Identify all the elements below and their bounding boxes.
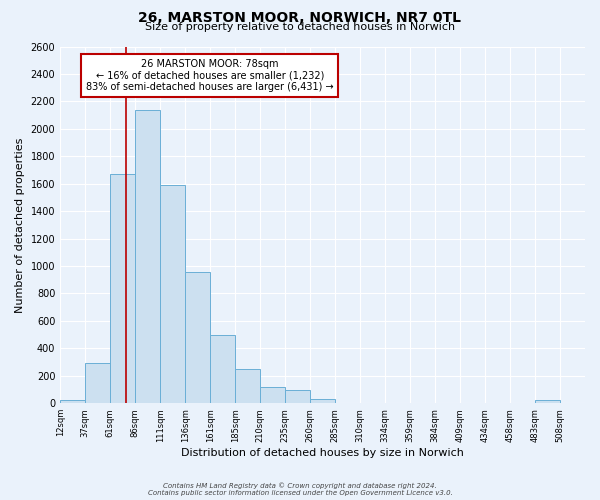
Bar (335, 402, 360, 403)
Bar (410, 402, 435, 403)
Bar (535, 400, 560, 403)
Bar (285, 390, 310, 403)
Bar (235, 369, 260, 403)
Bar (260, 386, 285, 403)
Text: 26 MARSTON MOOR: 78sqm
← 16% of detached houses are smaller (1,232)
83% of semi-: 26 MARSTON MOOR: 78sqm ← 16% of detached… (86, 59, 334, 92)
Bar (210, 334, 235, 403)
Bar (160, 185, 185, 403)
Bar (85, 364, 110, 403)
Bar (135, 110, 160, 403)
Text: Contains public sector information licensed under the Open Government Licence v3: Contains public sector information licen… (148, 490, 452, 496)
X-axis label: Distribution of detached houses by size in Norwich: Distribution of detached houses by size … (181, 448, 464, 458)
Text: 26, MARSTON MOOR, NORWICH, NR7 0TL: 26, MARSTON MOOR, NORWICH, NR7 0TL (139, 11, 461, 25)
Bar (60, 400, 85, 403)
Y-axis label: Number of detached properties: Number of detached properties (15, 137, 25, 312)
Bar (310, 399, 335, 403)
Bar (110, 174, 135, 403)
Bar (185, 272, 210, 403)
Bar (485, 402, 510, 403)
Text: Size of property relative to detached houses in Norwich: Size of property relative to detached ho… (145, 22, 455, 32)
Text: Contains HM Land Registry data © Crown copyright and database right 2024.: Contains HM Land Registry data © Crown c… (163, 482, 437, 489)
